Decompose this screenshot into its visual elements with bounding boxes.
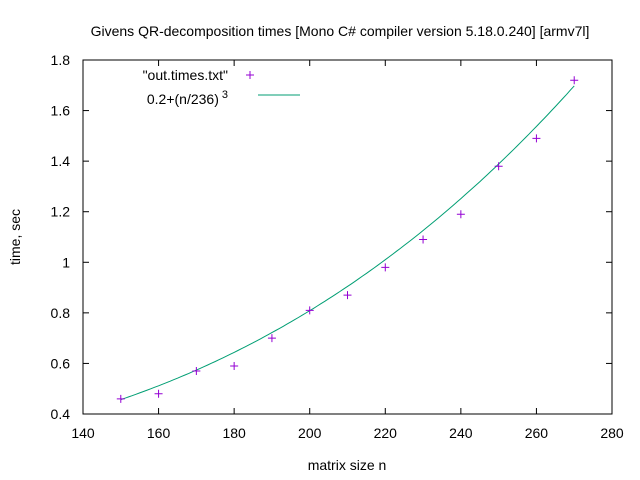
x-tick-label: 200 [298,425,322,441]
y-tick-label: 0.8 [51,305,71,321]
data-point [532,134,541,143]
legend-line-name: 0.2+(n/236) [147,91,219,107]
y-tick-label: 1.2 [51,204,71,220]
legend-label-points: "out.times.txt" [143,67,228,83]
fit-curve [120,85,575,401]
x-tick-label: 220 [374,425,398,441]
data-point [116,394,125,403]
x-tick-label: 280 [600,425,624,441]
x-tick-label: 180 [222,425,246,441]
y-tick-label: 0.6 [51,355,71,371]
data-point [154,389,163,398]
legend-label-line: 0.2+(n/236) 3 [147,89,228,107]
data-point [381,263,390,272]
x-axis-label: matrix size n [308,457,387,473]
plot-frame [82,59,613,415]
data-point [570,76,579,85]
y-tick-label: 1.4 [51,153,71,169]
y-axis-label: time, sec [7,209,23,265]
legend: "out.times.txt" 0.2+(n/236) 3 [143,67,300,107]
y-tick-label: 0.4 [51,406,71,422]
data-point [267,334,276,343]
legend-point-marker [246,71,254,79]
legend-line-superscript: 3 [222,89,228,101]
x-tick-label: 140 [71,425,95,441]
data-point [456,210,465,219]
data-point [494,162,503,171]
data-point [305,306,314,315]
y-tick-label: 1.8 [51,52,71,68]
x-tick-label: 260 [525,425,549,441]
x-tick-label: 160 [147,425,171,441]
data-point [192,367,201,376]
data-point [419,235,428,244]
x-tick-label: 240 [449,425,473,441]
data-point [343,291,352,300]
y-tick-label: 1.6 [51,103,71,119]
chart-title: Givens QR-decomposition times [Mono C# c… [91,23,590,39]
y-tick-label: 1 [62,254,70,270]
data-point [230,361,239,370]
